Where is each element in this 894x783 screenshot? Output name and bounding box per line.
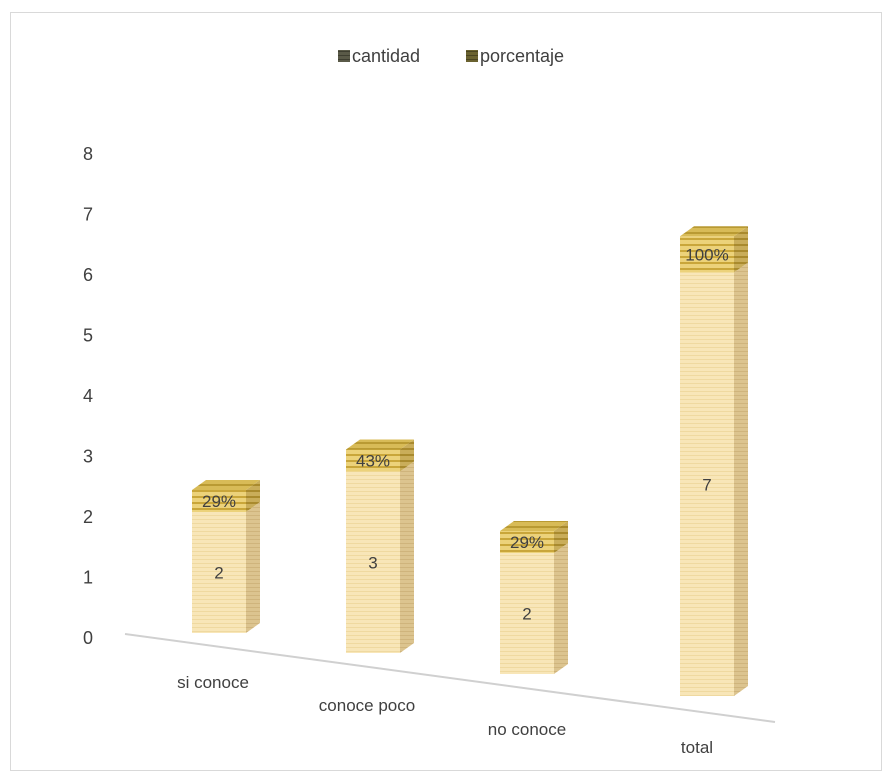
bar-group: 7 100% [680, 226, 748, 696]
category-label: si conoce [177, 673, 249, 692]
bar-cantidad-side [246, 502, 260, 633]
bar-group: 2 29% [192, 480, 260, 633]
data-label-cantidad: 7 [702, 475, 711, 494]
data-label-cantidad: 3 [368, 553, 377, 572]
y-tick-label: 4 [83, 386, 93, 406]
bar-cap [500, 521, 568, 531]
bar-cantidad-side [400, 461, 414, 653]
legend-label-porcentaje: porcentaje [480, 46, 564, 66]
bar-cantidad [192, 512, 246, 633]
y-tick-label: 8 [83, 144, 93, 164]
bar-cantidad [680, 272, 734, 696]
y-tick-label: 0 [83, 628, 93, 648]
bar-cantidad-side [554, 543, 568, 674]
bar-cantidad-side [734, 262, 748, 696]
y-tick-label: 2 [83, 507, 93, 527]
y-tick-label: 7 [83, 205, 93, 225]
category-label: total [681, 738, 713, 757]
legend-swatch-porcentaje [466, 50, 478, 62]
bar-cantidad [500, 553, 554, 674]
bar-porcentaje [192, 490, 246, 512]
data-label-porcentaje: 43% [356, 452, 390, 471]
bar-cap [346, 439, 414, 450]
data-label-porcentaje: 29% [202, 492, 236, 511]
bar-group: 3 43% [346, 439, 414, 653]
bar-cap [192, 480, 260, 490]
category-labels: si conoce conoce poco no conoce total [177, 673, 713, 757]
bar-group: 2 29% [500, 521, 568, 674]
data-label-porcentaje: 100% [685, 245, 728, 264]
data-label-porcentaje: 29% [510, 533, 544, 552]
bar-porcentaje [680, 236, 734, 273]
bar-cap [680, 226, 748, 237]
y-tick-label: 1 [83, 568, 93, 588]
legend-label-cantidad: cantidad [352, 46, 420, 66]
bar-porcentaje-side [246, 480, 260, 512]
bar-porcentaje-side [554, 521, 568, 553]
y-tick-label: 6 [83, 265, 93, 285]
category-label: no conoce [488, 720, 566, 739]
y-tick-label: 5 [83, 326, 93, 346]
bar-porcentaje-side [734, 226, 748, 273]
bar-porcentaje-side [400, 439, 414, 472]
legend: cantidad porcentaje [338, 46, 564, 66]
bar-porcentaje [500, 531, 554, 553]
bar-cantidad [346, 471, 400, 653]
data-label-cantidad: 2 [214, 564, 223, 583]
category-label: conoce poco [319, 696, 415, 715]
y-tick-label: 3 [83, 447, 93, 467]
y-axis-ticks: 0 1 2 3 4 5 6 7 8 [83, 144, 93, 648]
legend-swatch-cantidad [338, 50, 350, 62]
bars: 2 29% 3 43% 2 29% 7 100% [192, 226, 748, 696]
data-label-cantidad: 2 [522, 605, 531, 624]
bar-porcentaje [346, 449, 400, 472]
x-axis-line [124, 633, 776, 723]
